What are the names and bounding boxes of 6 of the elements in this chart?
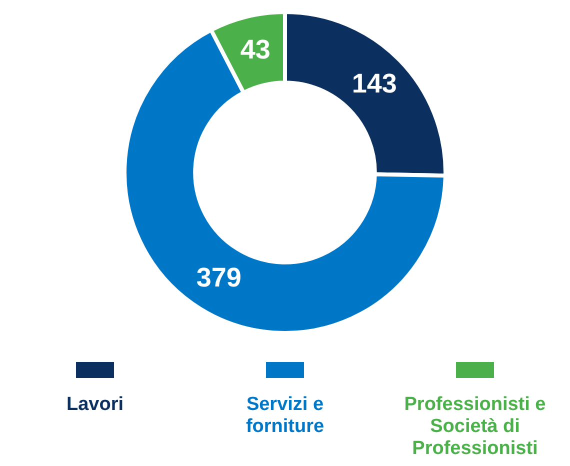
legend-label: Professionisti e Società di Professionisti <box>403 394 547 460</box>
legend-label: Lavori <box>66 394 124 416</box>
data-label: 143 <box>352 68 397 98</box>
legend-label: Servizi e forniture <box>244 394 326 438</box>
data-label: 379 <box>196 262 242 292</box>
data-label: 43 <box>240 34 270 64</box>
